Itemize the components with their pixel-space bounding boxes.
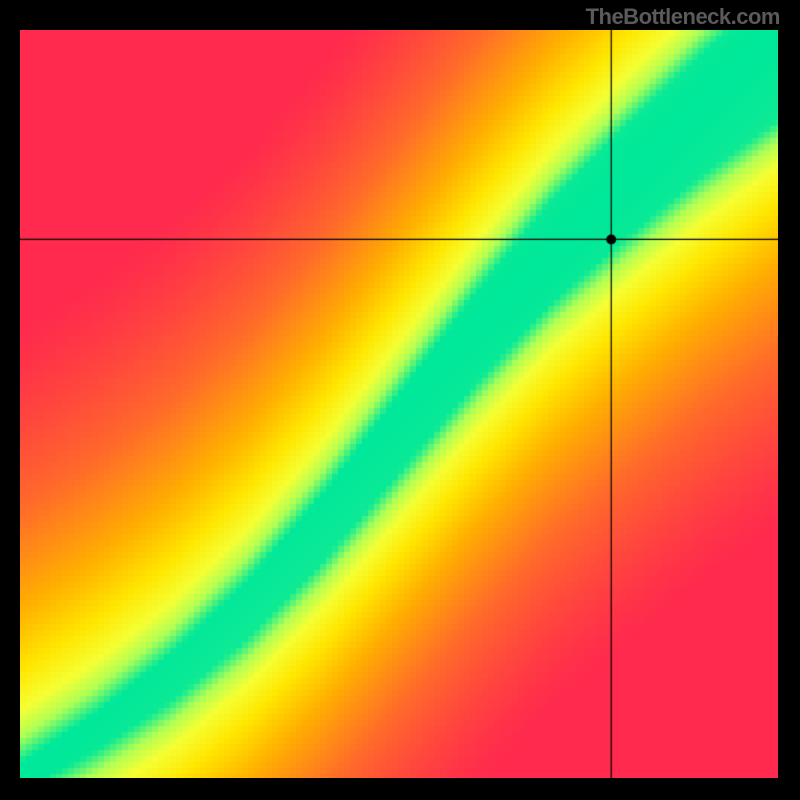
heatmap-canvas [20, 30, 778, 778]
chart-container: TheBottleneck.com [0, 0, 800, 800]
watermark-text: TheBottleneck.com [586, 4, 780, 30]
bottleneck-heatmap [20, 30, 778, 778]
